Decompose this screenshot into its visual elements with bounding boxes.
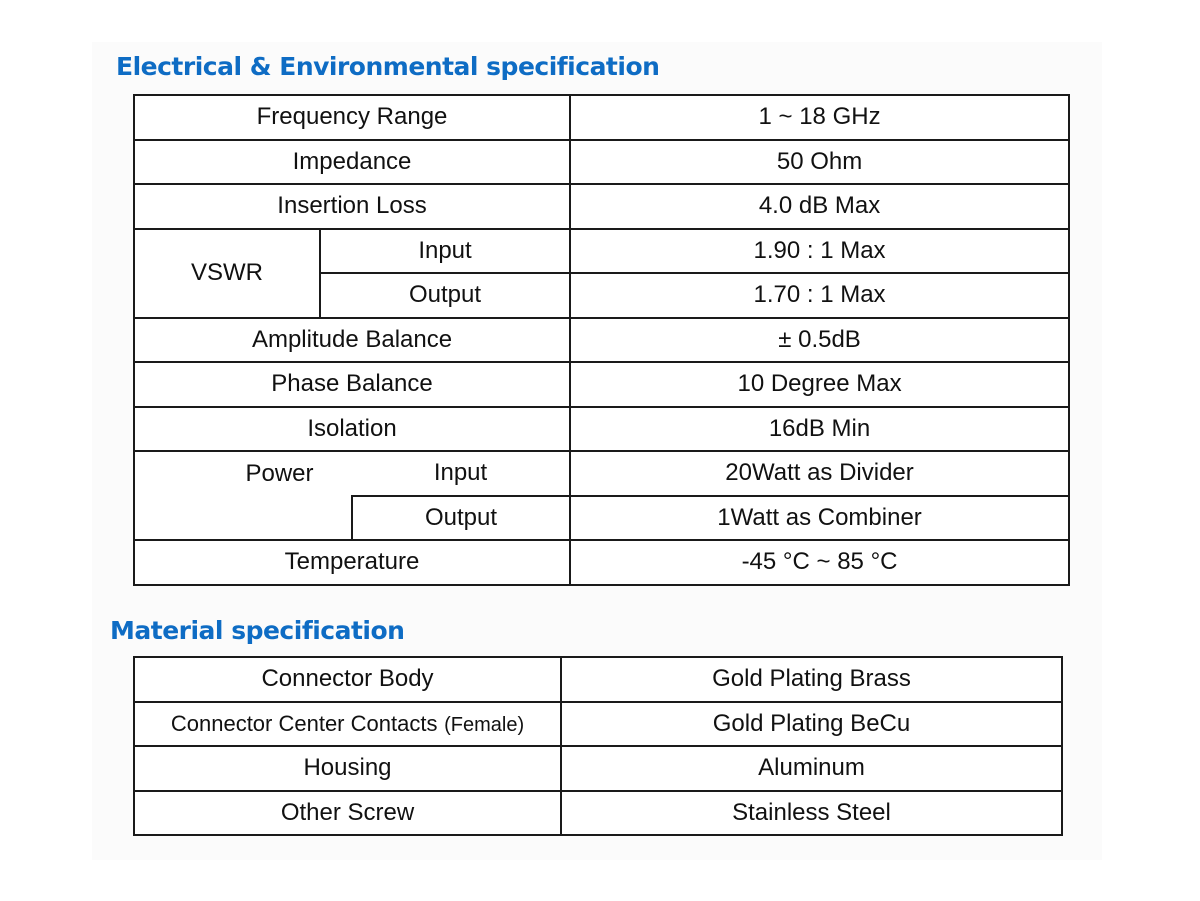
power-input-value: 20Watt as Divider xyxy=(569,450,1071,497)
phase-balance-value: 10 Degree Max xyxy=(569,361,1071,408)
connector-body-label: Connector Body xyxy=(133,656,562,703)
table-row: Amplitude Balance ± 0.5dB xyxy=(132,316,1071,363)
frequency-range-label: Frequency Range xyxy=(132,94,572,141)
table-row: Temperature -45 °C ~ 85 °C xyxy=(132,539,1071,586)
table-row: Other Screw Stainless Steel xyxy=(133,789,1063,836)
vswr-input-label: Input xyxy=(318,227,572,274)
isolation-label: Isolation xyxy=(132,405,572,452)
impedance-label: Impedance xyxy=(132,138,572,185)
power-output-label: Output xyxy=(350,494,572,541)
power-output-value: 1Watt as Combiner xyxy=(569,494,1071,541)
table-row: Power Input 20Watt as Divider xyxy=(133,450,1071,497)
table-row: Output 1.70 : 1 Max xyxy=(134,272,1071,319)
housing-value: Aluminum xyxy=(560,745,1063,792)
table-row: Frequency Range 1 ~ 18 GHz xyxy=(132,94,1071,141)
amplitude-balance-value: ± 0.5dB xyxy=(569,316,1071,363)
connector-center-contacts-label: Connector Center Contacts xyxy=(170,710,438,736)
electrical-spec-table: Frequency Range 1 ~ 18 GHz Impedance 50 … xyxy=(132,94,1071,586)
power-input-label: Input xyxy=(352,450,572,497)
table-row: Connector Body Gold Plating Brass xyxy=(133,656,1063,703)
connector-center-contacts-value: Gold Plating BeCu xyxy=(560,700,1063,747)
electrical-spec-heading: Electrical & Environmental specification xyxy=(116,52,660,81)
temperature-value: -45 °C ~ 85 °C xyxy=(569,539,1071,586)
material-spec-table: Connector Body Gold Plating Brass Connec… xyxy=(133,656,1063,836)
temperature-label: Temperature xyxy=(132,539,572,586)
insertion-loss-value: 4.0 dB Max xyxy=(569,183,1071,230)
connector-center-contacts-suffix: (Female) xyxy=(444,713,525,736)
table-row: Housing Aluminum xyxy=(133,745,1063,792)
table-row: Connector Center Contacts (Female) Gold … xyxy=(133,700,1063,747)
amplitude-balance-label: Amplitude Balance xyxy=(132,316,572,363)
housing-label: Housing xyxy=(133,745,562,792)
power-label-spacer xyxy=(133,495,353,541)
vswr-input-value: 1.90 : 1 Max xyxy=(569,227,1071,274)
table-row: Impedance 50 Ohm xyxy=(132,138,1071,185)
vswr-output-value: 1.70 : 1 Max xyxy=(569,272,1071,319)
impedance-value: 50 Ohm xyxy=(569,138,1071,185)
power-label: Power xyxy=(133,450,352,496)
table-row: VSWR Input 1.90 : 1 Max xyxy=(133,227,1071,319)
table-row: Insertion Loss 4.0 dB Max xyxy=(132,183,1071,230)
connector-body-value: Gold Plating Brass xyxy=(560,656,1063,703)
vswr-label: VSWR xyxy=(133,227,321,319)
frequency-range-value: 1 ~ 18 GHz xyxy=(569,94,1071,141)
isolation-value: 16dB Min xyxy=(569,405,1071,452)
other-screw-value: Stainless Steel xyxy=(560,789,1063,836)
table-row: Isolation 16dB Min xyxy=(132,405,1071,452)
insertion-loss-label: Insertion Loss xyxy=(132,183,572,230)
material-spec-heading: Material specification xyxy=(110,616,405,645)
connector-center-contacts-cell: Connector Center Contacts (Female) xyxy=(133,700,562,747)
table-row: Phase Balance 10 Degree Max xyxy=(132,361,1071,408)
table-row: Output 1Watt as Combiner xyxy=(133,494,1071,541)
other-screw-label: Other Screw xyxy=(133,789,562,836)
vswr-output-label: Output xyxy=(318,272,572,319)
phase-balance-label: Phase Balance xyxy=(132,361,572,408)
